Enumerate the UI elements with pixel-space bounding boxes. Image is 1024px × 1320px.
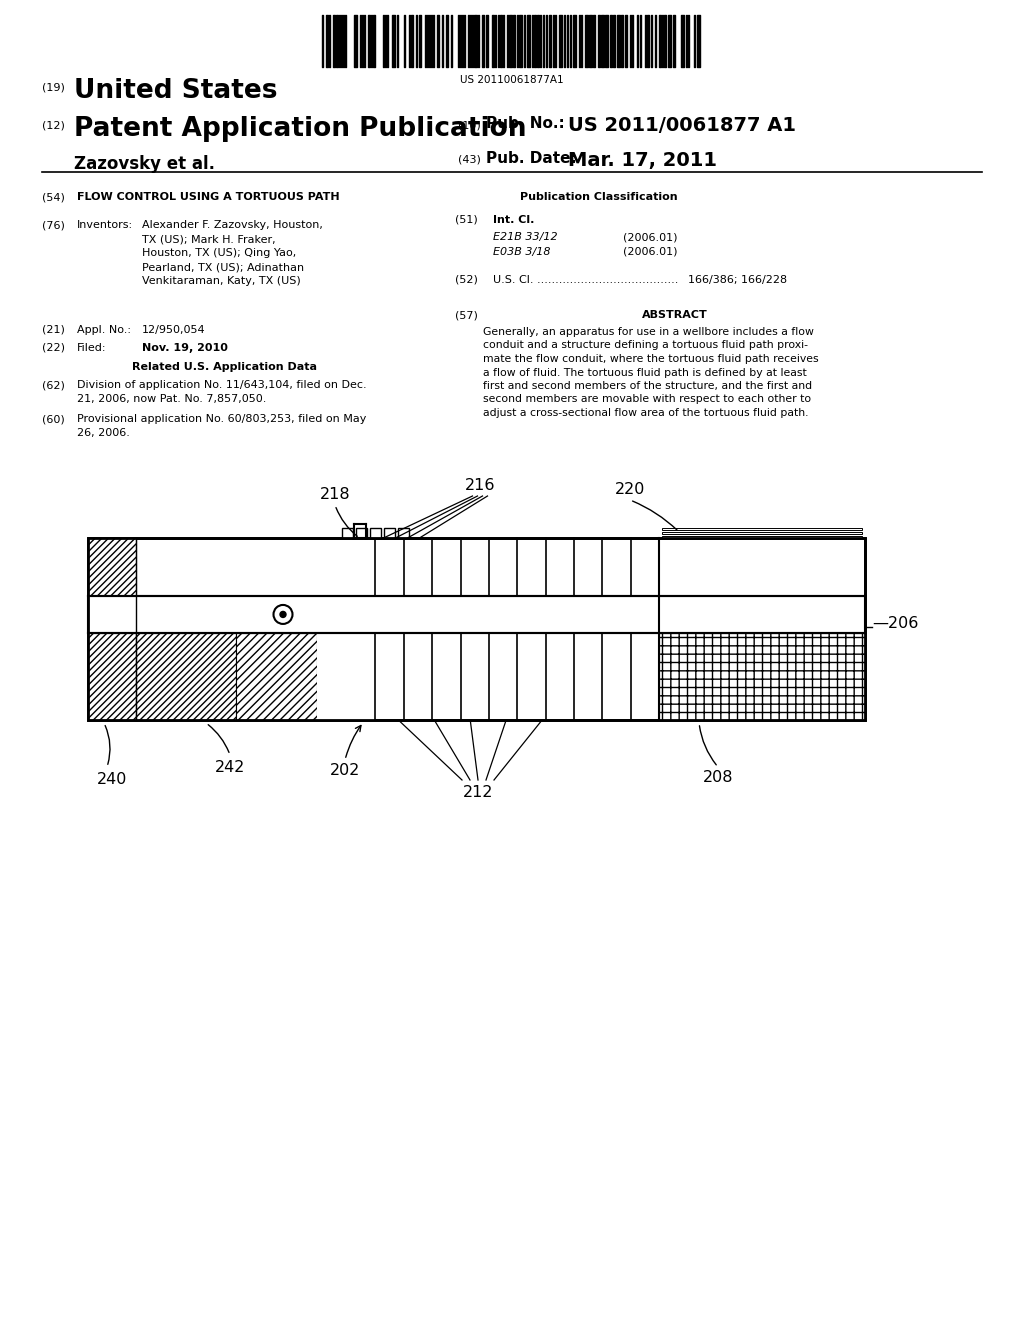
Text: 21, 2006, now Pat. No. 7,857,050.: 21, 2006, now Pat. No. 7,857,050.	[77, 393, 266, 404]
Text: 208: 208	[702, 770, 733, 785]
Text: Mar. 17, 2011: Mar. 17, 2011	[568, 150, 717, 170]
Text: 26, 2006.: 26, 2006.	[77, 428, 130, 438]
Bar	[136, 632, 236, 719]
Text: Patent Application Publication: Patent Application Publication	[74, 116, 526, 143]
Bar	[88, 539, 865, 719]
Text: US 2011/0061877 A1: US 2011/0061877 A1	[568, 116, 796, 135]
Bar	[88, 597, 865, 632]
Text: Pub. Date:: Pub. Date:	[486, 150, 577, 166]
Bar	[356, 528, 368, 539]
Text: Nov. 19, 2010: Nov. 19, 2010	[142, 343, 228, 352]
Text: (76): (76)	[42, 220, 65, 230]
Bar	[88, 632, 136, 719]
Text: FLOW CONTROL USING A TORTUOUS PATH: FLOW CONTROL USING A TORTUOUS PATH	[77, 191, 340, 202]
Text: 218: 218	[319, 487, 350, 502]
Text: 220: 220	[614, 482, 645, 498]
Text: 216: 216	[465, 478, 496, 492]
Text: 166/386; 166/228: 166/386; 166/228	[688, 275, 787, 285]
Text: Zazovsky et al.: Zazovsky et al.	[74, 154, 215, 173]
Text: (19): (19)	[42, 82, 65, 92]
Text: U.S. Cl. .......................................: U.S. Cl. ...............................…	[493, 275, 678, 285]
Text: (21): (21)	[42, 325, 65, 335]
Text: 212: 212	[463, 785, 494, 800]
Bar	[371, 528, 382, 539]
Text: (12): (12)	[42, 120, 65, 129]
Text: Pub. No.:: Pub. No.:	[486, 116, 565, 131]
Text: second members are movable with respect to each other to: second members are movable with respect …	[483, 395, 811, 404]
Text: Division of application No. 11/643,104, filed on Dec.: Division of application No. 11/643,104, …	[77, 380, 367, 389]
Text: (10): (10)	[458, 120, 480, 129]
Text: Filed:: Filed:	[77, 343, 106, 352]
Text: Inventors:: Inventors:	[77, 220, 133, 230]
Text: 242: 242	[215, 760, 245, 775]
Text: E03B 3/18: E03B 3/18	[493, 247, 551, 257]
Text: a flow of fluid. The tortuous fluid path is defined by at least: a flow of fluid. The tortuous fluid path…	[483, 367, 807, 378]
Text: Provisional application No. 60/803,253, filed on May: Provisional application No. 60/803,253, …	[77, 414, 367, 424]
Bar	[398, 528, 410, 539]
Text: ABSTRACT: ABSTRACT	[642, 310, 708, 319]
Text: Appl. No.:: Appl. No.:	[77, 325, 131, 335]
Bar	[663, 532, 862, 535]
Text: 202: 202	[330, 763, 360, 777]
Text: Houston, TX (US); Qing Yao,: Houston, TX (US); Qing Yao,	[142, 248, 296, 257]
Bar	[317, 632, 376, 719]
Text: (22): (22)	[42, 343, 65, 352]
Bar	[236, 632, 317, 719]
Bar	[663, 528, 862, 531]
Text: first and second members of the structure, and the first and: first and second members of the structur…	[483, 381, 812, 391]
Text: TX (US); Mark H. Fraker,: TX (US); Mark H. Fraker,	[142, 234, 275, 244]
Text: United States: United States	[74, 78, 278, 104]
Text: (2006.01): (2006.01)	[623, 247, 678, 257]
Text: (62): (62)	[42, 380, 65, 389]
Text: —206: —206	[872, 616, 919, 631]
Text: (51): (51)	[455, 215, 478, 224]
Circle shape	[280, 611, 286, 618]
Bar	[88, 539, 136, 597]
Text: Publication Classification: Publication Classification	[520, 191, 678, 202]
Bar	[384, 528, 395, 539]
Text: (57): (57)	[455, 310, 478, 319]
Text: US 20110061877A1: US 20110061877A1	[460, 75, 564, 84]
Text: Alexander F. Zazovsky, Houston,: Alexander F. Zazovsky, Houston,	[142, 220, 323, 230]
Text: 240: 240	[97, 772, 127, 787]
Text: (43): (43)	[458, 154, 481, 165]
Text: Int. Cl.: Int. Cl.	[493, 215, 535, 224]
Text: conduit and a structure defining a tortuous fluid path proxi-: conduit and a structure defining a tortu…	[483, 341, 808, 351]
Text: (2006.01): (2006.01)	[623, 232, 678, 242]
Bar	[663, 536, 862, 539]
Text: (52): (52)	[455, 275, 478, 285]
Text: Related U.S. Application Data: Related U.S. Application Data	[132, 362, 317, 372]
Bar	[659, 632, 865, 719]
Text: adjust a cross-sectional flow area of the tortuous fluid path.: adjust a cross-sectional flow area of th…	[483, 408, 809, 418]
Text: mate the flow conduit, where the tortuous fluid path receives: mate the flow conduit, where the tortuou…	[483, 354, 818, 364]
Text: Generally, an apparatus for use in a wellbore includes a flow: Generally, an apparatus for use in a wel…	[483, 327, 814, 337]
Bar	[342, 528, 353, 539]
Text: E21B 33/12: E21B 33/12	[493, 232, 558, 242]
Text: (54): (54)	[42, 191, 65, 202]
Text: (60): (60)	[42, 414, 65, 424]
Text: Pearland, TX (US); Adinathan: Pearland, TX (US); Adinathan	[142, 261, 304, 272]
Text: Venkitaraman, Katy, TX (US): Venkitaraman, Katy, TX (US)	[142, 276, 301, 286]
Text: 12/950,054: 12/950,054	[142, 325, 206, 335]
Bar	[88, 539, 865, 719]
